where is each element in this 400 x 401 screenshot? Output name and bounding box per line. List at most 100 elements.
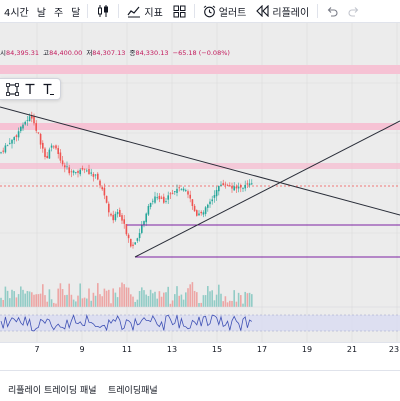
candle-body — [28, 116, 31, 122]
candle-body — [24, 121, 26, 125]
tab-replay-trading-panel[interactable]: 리플레이 트레이딩 패널 — [8, 386, 97, 396]
candle-body — [39, 133, 42, 145]
candle-body — [149, 202, 152, 207]
rsi-line — [0, 313, 253, 332]
candle-body — [66, 166, 68, 168]
candle-body — [229, 185, 231, 187]
layouts-button[interactable] — [168, 0, 191, 22]
candle-body — [81, 168, 84, 170]
candle-body — [176, 188, 178, 193]
volume-bar — [4, 286, 7, 307]
candle-body — [251, 183, 253, 185]
volume-bar — [145, 294, 147, 307]
volume-bar — [31, 292, 33, 307]
candle-body — [185, 190, 187, 192]
candle-body — [130, 238, 132, 247]
candle-body — [4, 145, 7, 153]
timeframe-month[interactable]: 달 — [67, 0, 84, 22]
candle-body — [13, 137, 15, 141]
volume-bar — [125, 287, 128, 307]
volume-bar — [167, 286, 169, 307]
volume-bar — [237, 292, 240, 307]
open-label: 시 — [0, 49, 6, 57]
candle-body — [105, 195, 108, 203]
undo-button[interactable] — [321, 0, 343, 22]
tab-trading-panel[interactable]: 트레이딩패널 — [108, 386, 158, 396]
candle-body — [222, 183, 224, 186]
volume-bar — [152, 293, 154, 307]
volume-bar — [218, 284, 220, 307]
candle-body — [242, 188, 244, 189]
volume-bar — [97, 283, 99, 307]
volume-bar — [200, 302, 202, 307]
volume-bar — [233, 290, 235, 307]
alerts-button[interactable]: 얼러트 — [198, 0, 252, 22]
candle-body — [83, 168, 86, 170]
rectangle-tool-icon — [5, 82, 19, 96]
replay-button[interactable]: 리플레이 — [251, 0, 314, 22]
price-chart-canvas[interactable] — [0, 23, 400, 353]
candle-body — [11, 139, 13, 144]
volume-bar — [28, 291, 31, 307]
volume-bar — [101, 296, 103, 307]
candle-body — [145, 213, 147, 223]
volume-bar — [226, 302, 229, 307]
volume-bar — [55, 303, 57, 307]
candle-body — [103, 187, 106, 196]
resistance-zone-mid — [0, 123, 400, 130]
top-toolbar: 4시간 날 주 달 지표 얼러트 — [0, 0, 400, 23]
volume-bar — [158, 291, 161, 307]
volume-bar — [114, 292, 117, 307]
grid-lines — [0, 23, 400, 343]
volume-bar — [15, 297, 18, 307]
volume-bar — [191, 282, 194, 307]
volume-bar — [163, 292, 165, 307]
volume-bar — [57, 288, 59, 307]
candlestick-series — [0, 111, 253, 249]
redo-button[interactable] — [343, 0, 365, 22]
indicators-label: 지표 — [144, 7, 163, 19]
candle-body — [240, 184, 242, 188]
time-tick: 15 — [211, 345, 223, 354]
rectangle-tool-button[interactable] — [3, 80, 21, 98]
candle-body — [147, 206, 150, 215]
text-note-tool-button[interactable] — [39, 80, 57, 98]
timeframe-day-label: 날 — [36, 7, 46, 19]
time-axis[interactable]: 7 9 11 13 15 17 19 21 23 — [0, 342, 400, 357]
volume-bar — [2, 300, 4, 307]
chart-type-button[interactable] — [91, 0, 115, 22]
volume-bar — [39, 293, 42, 307]
timeframe-week[interactable]: 주 — [50, 0, 67, 22]
candle-body — [218, 185, 220, 192]
candle-body — [160, 197, 163, 199]
candle-body — [233, 186, 235, 191]
volume-bar — [180, 294, 183, 307]
volume-bar — [121, 282, 123, 307]
candle-body — [158, 195, 161, 200]
candle-body — [235, 186, 238, 189]
candle-body — [215, 189, 218, 197]
timeframe-4h[interactable]: 4시간 — [0, 0, 33, 22]
candle-body — [75, 172, 77, 173]
chart-pane[interactable]: 시84,395.31 고84,400.00 저84,307.13 종84,330… — [0, 23, 400, 353]
candle-body — [180, 189, 183, 191]
candle-body — [246, 183, 249, 185]
candle-body — [46, 155, 48, 158]
candle-body — [101, 187, 103, 190]
volume-bar — [99, 294, 101, 307]
volume-bar — [92, 292, 95, 307]
indicators-button[interactable]: 지표 — [122, 0, 167, 22]
volume-bar — [110, 303, 112, 307]
volume-bar — [112, 288, 114, 307]
timeframe-day[interactable]: 날 — [33, 0, 50, 22]
text-tool-button[interactable] — [21, 80, 39, 98]
volume-bar — [35, 294, 37, 307]
volume-bar — [149, 289, 152, 307]
volume-bar — [235, 301, 238, 307]
candle-body — [50, 145, 53, 148]
ohlc-legend: 시84,395.31 고84,400.00 저84,307.13 종84,330… — [0, 47, 230, 57]
volume-bar — [130, 294, 132, 307]
candle-body — [198, 213, 200, 216]
volume-bar — [44, 295, 46, 307]
candle-body — [77, 171, 79, 173]
